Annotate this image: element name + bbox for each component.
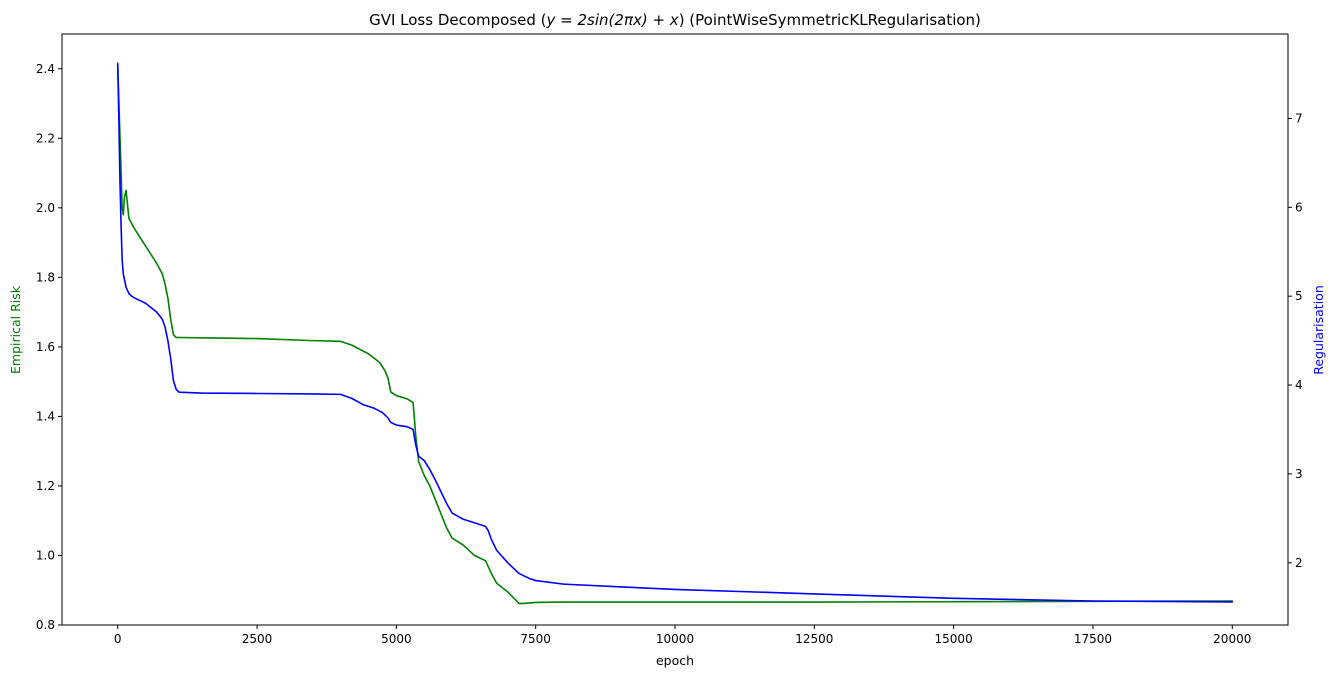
empirical-risk-series-line <box>116 64 1234 605</box>
y-right-tick-label: 6 <box>1295 200 1303 214</box>
y-axis-left: 0.8 1.0 1.2 1.4 1.6 1.8 2.0 2.2 2.4 <box>36 62 62 632</box>
chart-title: GVI Loss Decomposed (y = 2sin(2πx) + x) … <box>369 11 981 29</box>
series-layer <box>116 62 1234 605</box>
y-left-tick-label: 2.2 <box>36 131 55 145</box>
x-tick-label: 10000 <box>656 632 694 646</box>
y-right-tick-label: 2 <box>1295 556 1303 570</box>
y-left-tick-label: 1.8 <box>36 270 55 284</box>
y-left-tick-label: 2.4 <box>36 62 55 76</box>
y-left-tick-label: 1.4 <box>36 409 55 423</box>
y-right-tick-label: 5 <box>1295 289 1303 303</box>
title-math: y = 2sin(2πx) + x <box>546 11 679 29</box>
x-tick-label: 15000 <box>935 632 973 646</box>
x-axis: 0 2500 5000 7500 10000 12500 15000 17500 20000 <box>114 625 1251 646</box>
y-left-tick-label: 1.6 <box>36 340 55 354</box>
x-tick-label: 17500 <box>1074 632 1112 646</box>
y-left-tick-label: 2.0 <box>36 201 55 215</box>
y-right-tick-label: 7 <box>1295 111 1303 125</box>
y-axis-right-label: Regularisation <box>1311 285 1326 375</box>
x-tick-label: 2500 <box>242 632 273 646</box>
y-left-tick-label: 0.8 <box>36 618 55 632</box>
y-left-tick-label: 1.2 <box>36 479 55 493</box>
y-left-tick-label: 1.0 <box>36 548 55 562</box>
y-right-tick-label: 3 <box>1295 467 1303 481</box>
y-axis-left-label: Empirical Risk <box>8 285 23 374</box>
x-tick-label: 7500 <box>520 632 551 646</box>
plot-area <box>62 34 1288 625</box>
x-tick-label: 20000 <box>1213 632 1251 646</box>
x-axis-label: epoch <box>656 653 694 668</box>
x-tick-label: 12500 <box>795 632 833 646</box>
x-tick-label: 5000 <box>381 632 412 646</box>
regularisation-series-line <box>116 62 1234 603</box>
x-tick-label: 0 <box>114 632 122 646</box>
y-axis-right: 2 3 4 5 6 7 <box>1288 111 1303 570</box>
y-right-tick-label: 4 <box>1295 378 1303 392</box>
